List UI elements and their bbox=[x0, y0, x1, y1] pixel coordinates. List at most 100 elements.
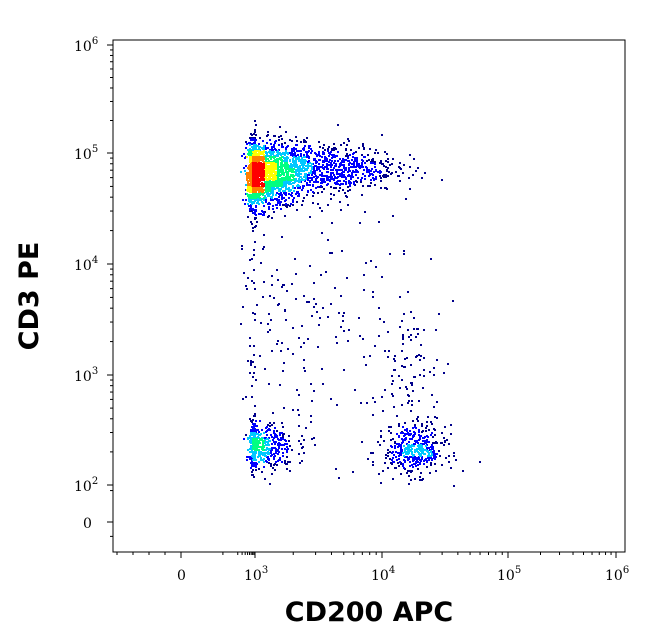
event-dot bbox=[404, 422, 406, 424]
event-dot bbox=[372, 296, 374, 298]
event-dot bbox=[343, 369, 345, 371]
event-dot bbox=[305, 151, 307, 153]
event-dot bbox=[274, 198, 276, 200]
event-dot bbox=[445, 457, 447, 459]
event-dot bbox=[411, 470, 413, 472]
event-dot bbox=[313, 437, 315, 439]
event-dot bbox=[272, 189, 274, 191]
event-dot bbox=[303, 367, 305, 369]
y-axis-title: CD3 PE bbox=[14, 242, 45, 351]
event-dot bbox=[367, 154, 369, 156]
event-dot bbox=[423, 329, 425, 331]
event-dot bbox=[260, 457, 262, 459]
event-dot bbox=[377, 441, 379, 443]
event-dot bbox=[401, 350, 403, 352]
event-dot bbox=[274, 427, 276, 429]
event-dot bbox=[411, 382, 413, 384]
event-dot bbox=[386, 153, 388, 155]
event-dot bbox=[274, 166, 276, 168]
event-dot bbox=[329, 159, 331, 161]
event-dot bbox=[249, 173, 251, 175]
event-dot bbox=[311, 177, 313, 179]
x-tick-label: 104 bbox=[371, 565, 395, 584]
event-dot bbox=[268, 188, 270, 190]
event-dot bbox=[274, 178, 276, 180]
event-dot bbox=[381, 276, 383, 278]
event-dot bbox=[287, 173, 289, 175]
event-dot bbox=[262, 183, 264, 185]
event-dot bbox=[318, 168, 320, 170]
event-dot bbox=[416, 448, 418, 450]
event-dot bbox=[245, 199, 247, 201]
event-dot bbox=[265, 452, 267, 454]
event-dot bbox=[302, 200, 304, 202]
event-dot bbox=[405, 386, 407, 388]
event-dot bbox=[253, 282, 255, 284]
event-dot bbox=[253, 345, 255, 347]
event-dot bbox=[298, 453, 300, 455]
event-dot bbox=[254, 162, 256, 164]
event-dot bbox=[303, 359, 305, 361]
event-dot bbox=[254, 313, 256, 315]
event-dot bbox=[274, 141, 276, 143]
event-dot bbox=[278, 196, 280, 198]
event-dot bbox=[252, 212, 254, 214]
event-dot bbox=[455, 459, 457, 461]
event-dot bbox=[250, 432, 252, 434]
event-dot bbox=[269, 429, 271, 431]
event-dot bbox=[307, 165, 309, 167]
event-dot bbox=[254, 438, 256, 440]
event-dot bbox=[265, 166, 267, 168]
event-dot bbox=[327, 171, 329, 173]
event-dot bbox=[272, 149, 274, 151]
event-dot bbox=[268, 202, 270, 204]
event-dot bbox=[368, 159, 370, 161]
event-dot bbox=[345, 159, 347, 161]
event-dot bbox=[289, 165, 291, 167]
event-dot bbox=[261, 447, 263, 449]
event-dot bbox=[285, 150, 287, 152]
event-dot bbox=[314, 444, 316, 446]
event-dot bbox=[383, 165, 385, 167]
event-dot bbox=[392, 457, 394, 459]
event-dot bbox=[249, 152, 251, 154]
event-dot bbox=[258, 213, 260, 215]
event-dot bbox=[333, 187, 335, 189]
event-dot bbox=[425, 449, 427, 451]
event-dot bbox=[362, 185, 364, 187]
event-dot bbox=[327, 316, 329, 318]
event-dot bbox=[277, 279, 279, 281]
event-dot bbox=[263, 466, 265, 468]
event-dot bbox=[330, 166, 332, 168]
event-dot bbox=[281, 286, 283, 288]
event-dot bbox=[263, 178, 265, 180]
event-dot bbox=[428, 441, 430, 443]
event-dot bbox=[351, 172, 353, 174]
event-dot bbox=[323, 178, 325, 180]
event-dot bbox=[272, 467, 274, 469]
event-dot bbox=[300, 153, 302, 155]
event-dot bbox=[292, 409, 294, 411]
event-dot bbox=[277, 163, 279, 165]
event-dot bbox=[330, 198, 332, 200]
event-dot bbox=[415, 356, 417, 358]
event-dot bbox=[284, 154, 286, 156]
event-dot bbox=[248, 456, 250, 458]
event-dot bbox=[346, 144, 348, 146]
event-dot bbox=[347, 175, 349, 177]
event-dot bbox=[341, 250, 343, 252]
event-dot bbox=[419, 462, 421, 464]
event-dot bbox=[339, 165, 341, 167]
event-dot bbox=[263, 189, 265, 191]
event-dot bbox=[289, 168, 291, 170]
event-dot bbox=[369, 148, 371, 150]
event-dot bbox=[328, 146, 330, 148]
event-dot bbox=[400, 473, 402, 475]
event-dot bbox=[453, 455, 455, 457]
event-dot bbox=[402, 338, 404, 340]
event-dot bbox=[250, 165, 252, 167]
event-dot bbox=[387, 175, 389, 177]
event-dot bbox=[387, 356, 389, 358]
event-dot bbox=[347, 171, 349, 173]
event-dot bbox=[298, 158, 300, 160]
